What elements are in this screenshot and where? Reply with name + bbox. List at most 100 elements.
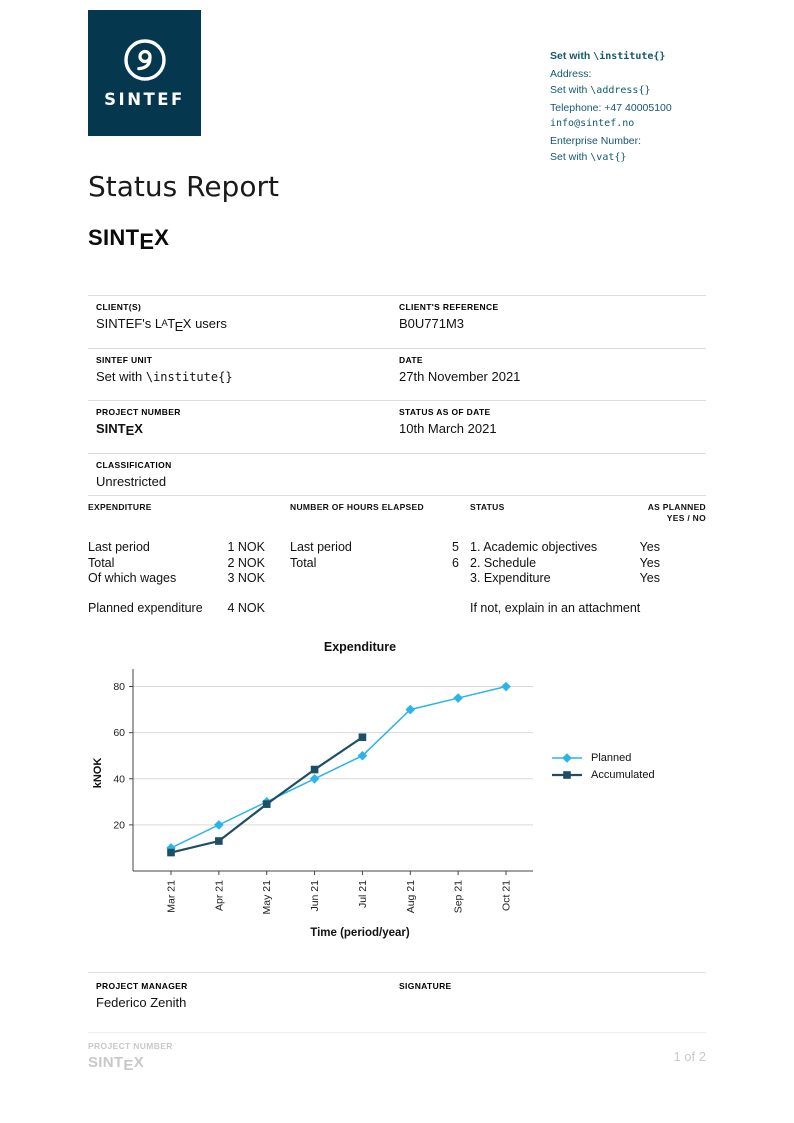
sintex-x: X	[154, 225, 170, 250]
svg-text:80: 80	[113, 681, 125, 693]
clients-pre: SINTEF's	[96, 316, 155, 331]
info-row-unit-date: SINTEF UNIT Set with \institute{} DATE 2…	[88, 347, 706, 401]
table-row: Of which wages 3 NOK	[88, 571, 265, 585]
telephone-line: Telephone: +47 40005100	[550, 101, 672, 114]
sintef-swirl-icon	[123, 39, 166, 81]
as-planned-value: Yes	[639, 540, 660, 554]
project-manager-name: Federico Zenith	[96, 995, 187, 1010]
date-value: 27th November 2021	[399, 368, 521, 384]
status-date-value: 10th March 2021	[399, 421, 497, 436]
project-info-table: CLIENT(S) SINTEF's LATEX users CLIENT'S …	[88, 295, 706, 495]
email-line[interactable]: info@sintef.no	[550, 118, 635, 129]
vat-prefix: Set with	[550, 151, 591, 163]
expenditure-chart: 20 40 60 80 Mar 21 Apr 21 May 21 Jun 21 Jul 21 Au…	[92, 669, 533, 915]
sintef-logo-text: SINTEF	[104, 90, 185, 109]
info-row-clients: CLIENT(S) SINTEF's LATEX users CLIENT'S …	[88, 295, 706, 348]
sintef-unit-label: SINTEF UNIT	[96, 354, 153, 365]
sintef-unit-value: Set with \institute{}	[96, 368, 233, 384]
legend-marker-icon	[552, 771, 582, 779]
classification-label: CLASSIFICATION	[96, 459, 172, 470]
enterprise-label: Enterprise Number:	[550, 134, 642, 147]
as-planned-value: Yes	[639, 571, 660, 585]
clients-value: SINTEF's LATEX users	[96, 316, 397, 334]
sintef-unit-cell: SINTEF UNIT Set with \institute{}	[88, 355, 397, 401]
project-number-label: PROJECT NUMBER	[96, 407, 181, 417]
header-as-planned: AS PLANNED YES / NO	[647, 502, 706, 523]
status-item: 3. Expenditure	[470, 571, 551, 585]
legend-label: Planned	[591, 752, 632, 764]
status-date-label: STATUS AS OF DATE	[399, 407, 491, 417]
svg-text:60: 60	[113, 727, 125, 739]
project-manager-cell: PROJECT MANAGER Federico Zenith	[88, 981, 397, 1010]
table-row-planned: Planned expenditure 4 NOK	[88, 600, 265, 615]
classification-value: Unrestricted	[96, 473, 167, 489]
sintex-wordmark-large: SINTEX	[88, 225, 170, 254]
svg-text:Oct 21: Oct 21	[501, 880, 513, 911]
legend-item: Accumulated	[551, 769, 655, 781]
info-row-classification: CLASSIFICATION Unrestricted	[88, 452, 706, 496]
clients-label: CLIENT(S)	[96, 302, 142, 312]
svg-text:May 21: May 21	[261, 880, 273, 915]
client-reference-value: B0U771M3	[399, 316, 465, 331]
hours-column: Last period 5 Total 6	[283, 540, 463, 616]
clients-cell: CLIENT(S) SINTEF's LATEX users	[88, 302, 397, 348]
address-label: Address:	[550, 67, 592, 80]
svg-text:Mar 21: Mar 21	[166, 880, 178, 913]
header-expenditure: EXPENDITURE	[88, 502, 152, 512]
page-number: 1 of 2	[673, 1048, 706, 1064]
vat-code: \vat{}	[590, 152, 627, 163]
expenditure-table-body: Last period 1 NOK Total 2 NOK Of which wag…	[88, 540, 706, 616]
address-code: \address{}	[590, 85, 651, 96]
institute-code: \institute{}	[593, 51, 666, 62]
status-item: 1. Academic objectives	[470, 540, 598, 554]
legend-item: Planned	[551, 752, 655, 764]
signature-label: SIGNATURE	[399, 981, 452, 991]
expenditure-chart-section: Expenditure 20 40 60 80 Mar 21 Apr 21 May 21 Ju…	[88, 640, 728, 939]
info-row-project-status: PROJECT NUMBER SINTEX STATUS AS OF DATE …	[88, 400, 706, 453]
table-row: Last period 1 NOK	[88, 540, 265, 554]
as-planned-column: Yes Yes Yes	[623, 540, 706, 616]
date-label: DATE	[399, 354, 423, 365]
table-row: Total 2 NOK	[88, 555, 265, 570]
latex-wordmark: LATEX	[154, 316, 192, 334]
client-reference-label: CLIENT'S REFERENCE	[399, 302, 499, 312]
svg-text:Jun 21: Jun 21	[309, 880, 321, 912]
status-date-cell: STATUS AS OF DATE 10th March 2021	[397, 407, 706, 453]
svg-text:20: 20	[113, 819, 125, 831]
sintex-e: E	[139, 228, 155, 254]
chart-title: Expenditure	[323, 640, 397, 654]
legend-marker-icon	[552, 753, 582, 763]
header-hours: NUMBER OF HOURS ELAPSED	[290, 502, 424, 512]
status-column: 1. Academic objectives 2. Schedule 3. Ex…	[463, 540, 641, 616]
page-title: Status Report	[88, 170, 279, 203]
project-number-cell: PROJECT NUMBER SINTEX	[88, 407, 397, 453]
address-line: Set with \address{}	[550, 82, 720, 100]
status-item: 2. Schedule	[470, 555, 537, 570]
footer-sintex-wordmark: SINTEX	[88, 1054, 144, 1074]
table-row: Last period 5	[290, 540, 459, 554]
vat-line: Set with \vat{}	[550, 149, 720, 167]
project-manager-label: PROJECT MANAGER	[96, 981, 188, 991]
expenditure-column: Last period 1 NOK Total 2 NOK Of which wag…	[88, 540, 283, 616]
address-prefix: Set with	[550, 84, 591, 96]
expenditure-table-header: EXPENDITURE NUMBER OF HOURS ELAPSED STAT…	[88, 495, 706, 526]
table-row: Total 6	[290, 555, 459, 570]
client-reference-cell: CLIENT'S REFERENCE B0U771M3	[397, 302, 706, 348]
header-status: STATUS	[470, 502, 505, 512]
contact-block: Set with \institute{} Address: Set with …	[550, 48, 720, 167]
footer-project-label: PROJECT NUMBER	[88, 1041, 173, 1051]
signoff-section: PROJECT MANAGER Federico Zenith SIGNATUR…	[88, 972, 706, 1010]
svg-text:Jul 21: Jul 21	[357, 880, 369, 908]
sintex-pre: SINT	[88, 225, 140, 250]
project-number-value: SINTEX	[96, 421, 143, 439]
expenditure-table: EXPENDITURE NUMBER OF HOURS ELAPSED STAT…	[88, 495, 706, 616]
status-note: If not, explain in an attachment	[470, 600, 641, 615]
svg-text:Apr 21: Apr 21	[213, 880, 225, 911]
as-planned-value: Yes	[639, 555, 660, 570]
date-cell: DATE 27th November 2021	[397, 355, 706, 401]
chart-x-axis-label: Time (period/year)	[310, 927, 410, 939]
svg-text:kNOK: kNOK	[92, 758, 104, 789]
page-footer: PROJECT NUMBER SINTEX 1 of 2	[88, 1032, 706, 1074]
institute-line: Set with \institute{}	[550, 48, 720, 66]
footer-project: PROJECT NUMBER SINTEX	[88, 1041, 173, 1074]
